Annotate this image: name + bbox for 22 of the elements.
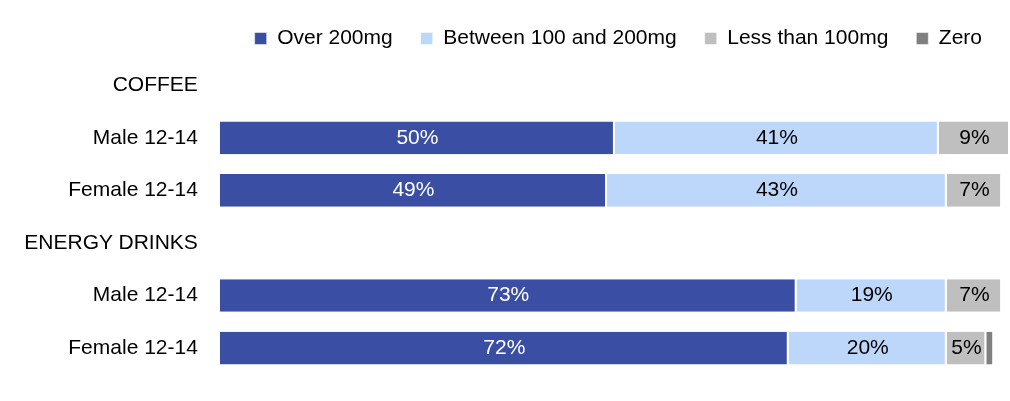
data-label: 7% bbox=[959, 177, 990, 201]
data-label: 73% bbox=[487, 282, 530, 306]
data-label: 19% bbox=[850, 282, 893, 306]
y-tick-label: Male 12-14 bbox=[92, 124, 199, 148]
legend-label: Zero bbox=[938, 25, 983, 49]
data-label: 5% bbox=[951, 334, 982, 358]
data-label: 72% bbox=[483, 334, 526, 358]
data-label: 41% bbox=[755, 124, 798, 148]
y-tick-label: COFFEE bbox=[112, 72, 198, 96]
data-label: 9% bbox=[959, 124, 990, 148]
data-label: 50% bbox=[396, 124, 439, 148]
legend-label: Over 200mg bbox=[277, 25, 393, 49]
legend-label: Less than 100mg bbox=[727, 25, 889, 49]
data-label: 43% bbox=[755, 177, 798, 201]
legend-label: Between 100 and 200mg bbox=[443, 25, 677, 49]
y-tick-label: Female 12-14 bbox=[68, 334, 199, 358]
y-tick-label: Female 12-14 bbox=[68, 177, 199, 201]
data-label: 49% bbox=[392, 177, 435, 201]
data-label: 20% bbox=[846, 334, 889, 358]
y-tick-label: Male 12-14 bbox=[92, 282, 199, 306]
y-tick-label: ENERGY DRINKS bbox=[24, 229, 198, 253]
data-label: 7% bbox=[959, 282, 990, 306]
